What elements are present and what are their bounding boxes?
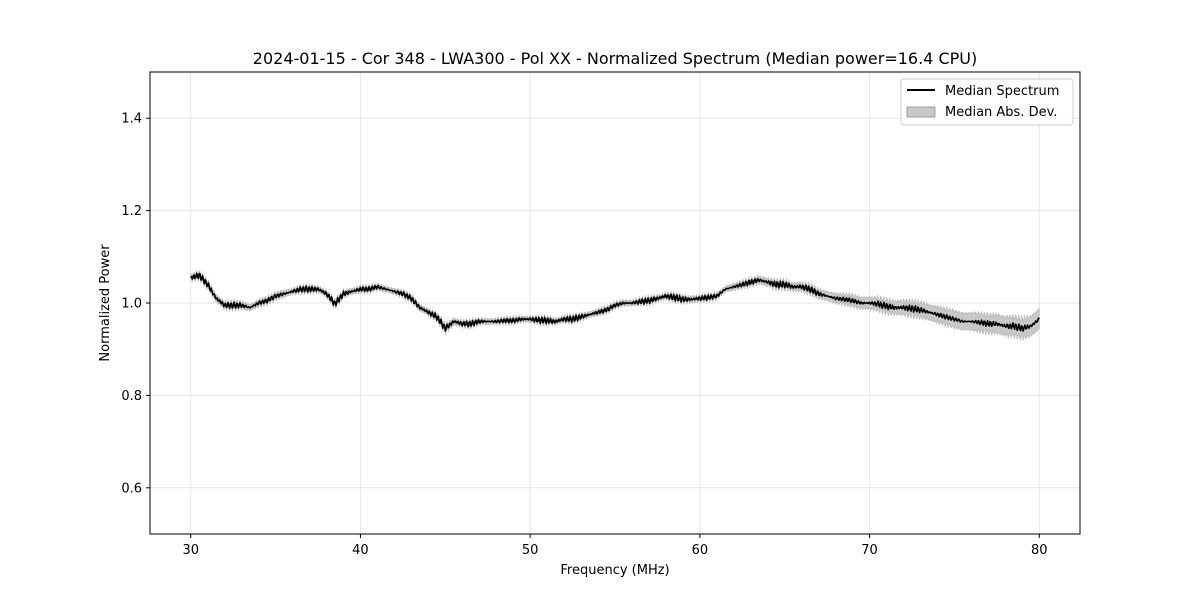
line-layer [190, 272, 1040, 332]
x-tick-label: 40 [352, 543, 369, 558]
y-tick-label: 1.0 [121, 297, 142, 312]
x-tick-label: 60 [692, 543, 709, 558]
chart-title: 2024-01-15 - Cor 348 - LWA300 - Pol XX -… [253, 49, 977, 68]
y-axis-label: Normalized Power [98, 244, 113, 362]
legend: Median Spectrum Median Abs. Dev. [900, 78, 1074, 126]
legend-box [900, 78, 1074, 126]
x-axis-label: Frequency (MHz) [560, 563, 669, 578]
legend-label-median-spectrum: Median Spectrum [945, 84, 1059, 99]
legend-swatch-median-abs-dev [906, 106, 936, 118]
series-median-spectrum-line [190, 272, 1040, 332]
legend-label-median-abs-dev: Median Abs. Dev. [945, 105, 1057, 120]
x-axis-ticks: 30 40 50 60 70 80 [182, 534, 1048, 558]
x-tick-label: 50 [522, 543, 539, 558]
x-tick-label: 30 [182, 543, 199, 558]
y-tick-label: 0.6 [121, 481, 142, 496]
y-axis-ticks: 0.6 0.8 1.0 1.2 1.4 [121, 112, 150, 496]
x-tick-label: 80 [1031, 543, 1048, 558]
y-tick-label: 1.4 [121, 112, 142, 127]
x-tick-label: 70 [861, 543, 878, 558]
y-tick-label: 0.8 [121, 389, 142, 404]
y-tick-label: 1.2 [121, 204, 142, 219]
